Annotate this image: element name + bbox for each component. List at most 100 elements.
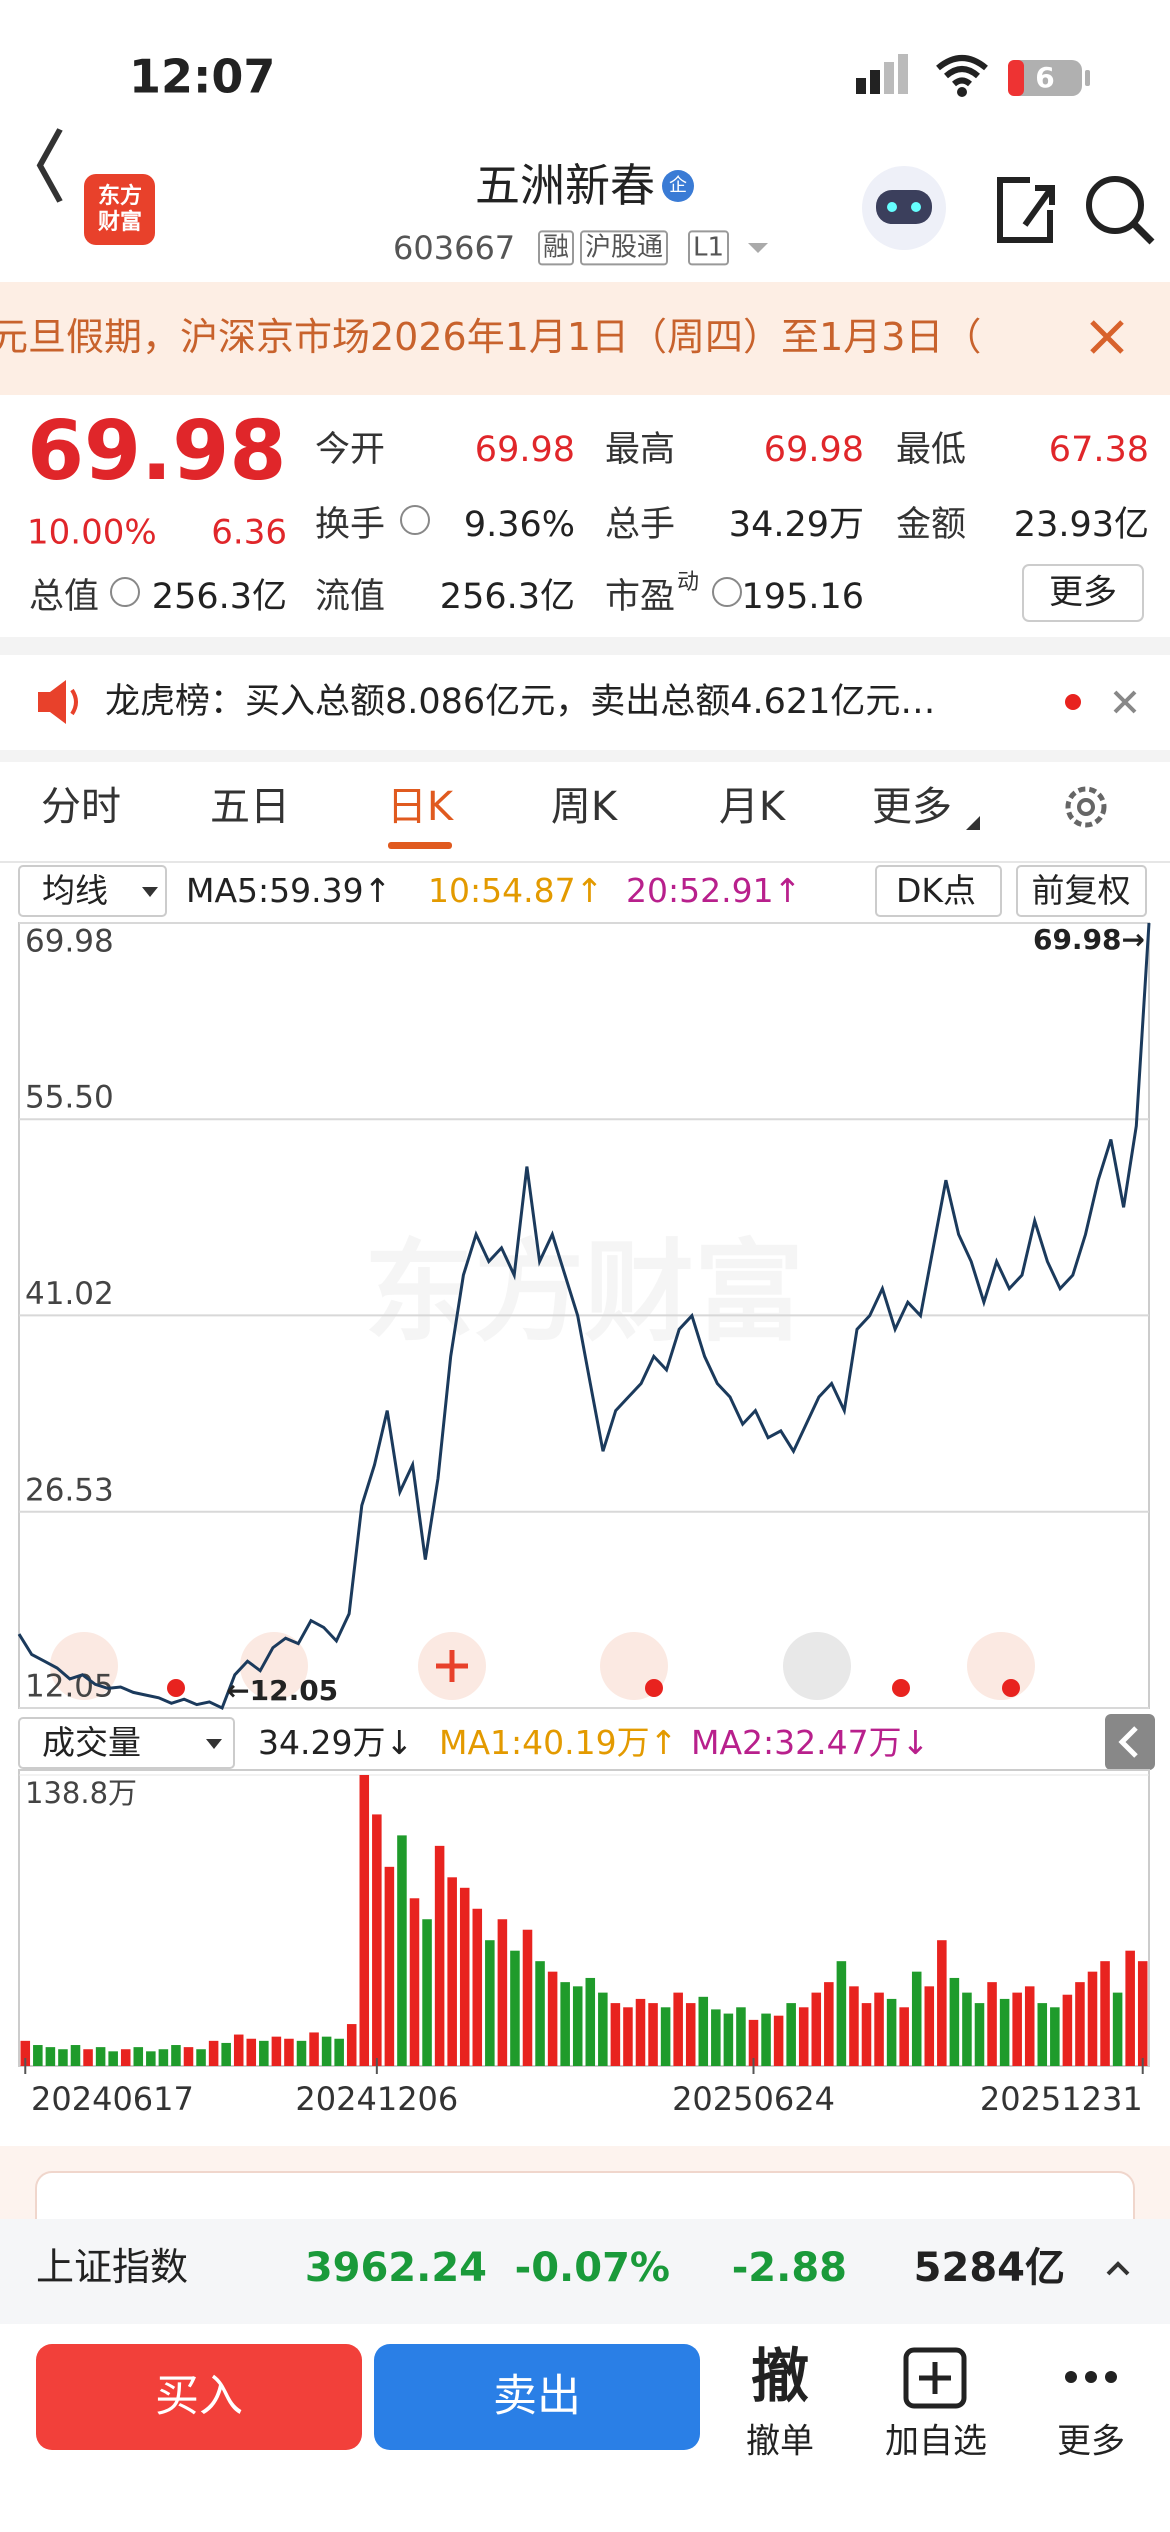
volume-bar xyxy=(246,2038,257,2066)
add-watch-text[interactable]: 加自选 xyxy=(885,2421,987,2462)
volume-bar xyxy=(798,2007,809,2066)
adjust-text[interactable]: 前复权 xyxy=(1031,871,1131,911)
more-icon[interactable] xyxy=(1065,2371,1077,2383)
volume-bar xyxy=(95,2047,106,2066)
info-icon[interactable] xyxy=(712,577,742,607)
back-icon[interactable] xyxy=(36,128,63,203)
collapse-button[interactable] xyxy=(1105,1714,1155,1770)
volume-bar xyxy=(321,2036,332,2066)
volume-bar xyxy=(635,1998,646,2066)
volume-bar xyxy=(648,2003,658,2066)
tab[interactable]: 更多 xyxy=(872,784,952,830)
volume-legend: MA1:40.19万↑ xyxy=(439,1723,678,1763)
volume-bar xyxy=(547,1971,558,2066)
selector-text[interactable]: 均线 xyxy=(42,871,108,911)
more-text[interactable]: 更多 xyxy=(1057,2421,1125,2462)
volume-bar xyxy=(196,2049,206,2066)
sell-button[interactable] xyxy=(374,2344,700,2450)
change: 6.36 xyxy=(211,512,287,553)
volume-bar xyxy=(108,2051,118,2066)
cancel-icon[interactable]: 撤 xyxy=(750,2342,810,2411)
index-turnover: 5284亿 xyxy=(913,2245,1065,2291)
settings-icon[interactable] xyxy=(1065,786,1107,828)
search-icon[interactable] xyxy=(1086,176,1144,234)
tool-button[interactable] xyxy=(240,1632,308,1700)
battery xyxy=(1008,60,1082,96)
tab[interactable]: 分时 xyxy=(41,784,121,830)
divider xyxy=(0,637,1170,655)
wifi xyxy=(936,55,988,87)
add-watch-icon[interactable] xyxy=(903,2347,967,2409)
chart-frame xyxy=(18,1769,1150,2067)
battery-text: 6 xyxy=(1035,61,1055,95)
info-icon[interactable] xyxy=(110,577,140,607)
share-icon[interactable] xyxy=(997,177,1055,243)
unread-dot xyxy=(1065,694,1081,710)
tool-button[interactable] xyxy=(783,1632,851,1700)
speaker-icon xyxy=(38,680,66,724)
selector[interactable] xyxy=(18,1717,235,1769)
volume-bar xyxy=(736,2007,746,2066)
signal xyxy=(870,70,880,94)
field-value: 34.29万 xyxy=(728,505,864,545)
signal xyxy=(884,62,894,94)
dk-text[interactable]: DK点 xyxy=(895,871,977,911)
logo[interactable] xyxy=(84,174,155,245)
volume-bar xyxy=(748,2019,759,2066)
dk-button[interactable] xyxy=(875,865,1002,917)
info-icon[interactable] xyxy=(400,505,430,535)
tab[interactable]: 月K xyxy=(718,784,786,830)
dragon-list[interactable]: 龙虎榜：买入总额8.086亿元，卖出总额4.621亿元… xyxy=(105,682,936,722)
watermark: 东方财富 xyxy=(364,1228,804,1356)
tool-button[interactable] xyxy=(967,1632,1035,1700)
signal-dot xyxy=(892,1679,910,1697)
more-button[interactable] xyxy=(1022,564,1144,622)
volume-bar xyxy=(120,2049,131,2066)
tab[interactable]: 日K xyxy=(386,784,454,830)
sell-text[interactable]: 卖出 xyxy=(493,2370,581,2422)
more-text[interactable]: 更多 xyxy=(1049,572,1117,613)
field-value: 195.16 xyxy=(741,577,864,617)
tab[interactable]: 五日 xyxy=(210,784,290,830)
ma-legend: MA5:59.39↑ xyxy=(186,871,392,911)
adjust-button[interactable] xyxy=(1016,865,1147,917)
tool-button[interactable] xyxy=(50,1632,118,1700)
volume-bar xyxy=(610,2003,621,2066)
volume-bar xyxy=(33,2045,43,2066)
buy-button[interactable] xyxy=(36,2344,362,2450)
close-icon[interactable] xyxy=(1090,320,1124,354)
volume-bar xyxy=(384,1866,395,2066)
battery-tip xyxy=(1085,70,1090,86)
tab[interactable]: 周K xyxy=(550,784,618,830)
dropdown-icon[interactable] xyxy=(748,243,768,253)
volume-bar xyxy=(886,1998,897,2066)
volume-bar xyxy=(397,1835,407,2066)
logo-text: 财富 xyxy=(97,209,143,235)
field-label: 最低 xyxy=(896,430,967,470)
index-change-pct: -0.07% xyxy=(514,2245,670,2291)
volume-bar xyxy=(522,1929,533,2066)
volume-bar xyxy=(422,1919,432,2066)
volume-bar xyxy=(284,2038,294,2066)
x-tick-label: 20240617 xyxy=(31,2080,194,2118)
cancel-text[interactable]: 撤单 xyxy=(746,2421,814,2462)
volume-bar xyxy=(572,1986,583,2066)
low-label: ←12.05 xyxy=(226,1674,338,1707)
x-tick-label: 20251231 xyxy=(980,2080,1143,2118)
field-label: 今开 xyxy=(315,430,386,470)
volume-bar xyxy=(359,1775,370,2066)
selector[interactable] xyxy=(18,865,167,917)
signal-dot xyxy=(645,1679,663,1697)
volume-bar xyxy=(221,2042,231,2066)
index-bar[interactable] xyxy=(0,2219,1170,2324)
field-label: 总手 xyxy=(605,505,676,545)
buy-text[interactable]: 买入 xyxy=(155,2370,243,2422)
badge xyxy=(662,170,694,202)
volume-bar xyxy=(962,1992,972,2066)
expand-icon[interactable] xyxy=(1106,2261,1130,2276)
selector-text[interactable]: 成交量 xyxy=(42,1723,141,1763)
close-icon[interactable] xyxy=(1113,690,1137,714)
signal xyxy=(898,54,908,94)
tag: 沪股通 xyxy=(580,230,669,266)
volume-bar xyxy=(45,2047,56,2066)
